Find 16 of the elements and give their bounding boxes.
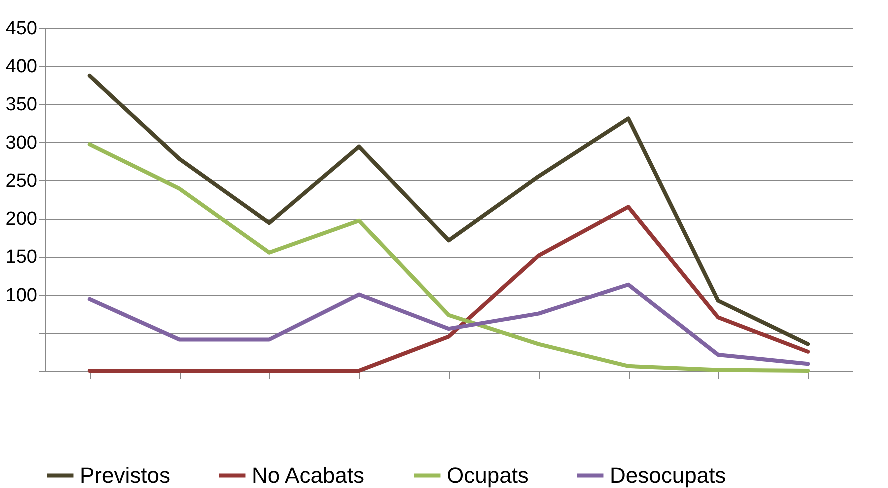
y-tick-label: 400 [6,56,38,78]
y-tick-label: 350 [6,94,38,116]
legend-label: Ocupats [447,462,529,488]
y-tick-label: 250 [6,170,38,192]
y-tick-label: 300 [6,132,38,154]
y-tick-label: 200 [6,209,38,230]
legend-label: Previstos [80,462,170,488]
y-tick-label: 100 [6,285,38,306]
line-series [88,205,810,373]
line-series [88,74,810,346]
y-tick-label: 450 [6,18,38,40]
legend-label: Desocupats [610,462,726,488]
legend-label: No Acabats [252,462,365,488]
line-series [88,282,810,366]
line-series [88,142,810,373]
y-tick-label: 150 [6,247,38,268]
